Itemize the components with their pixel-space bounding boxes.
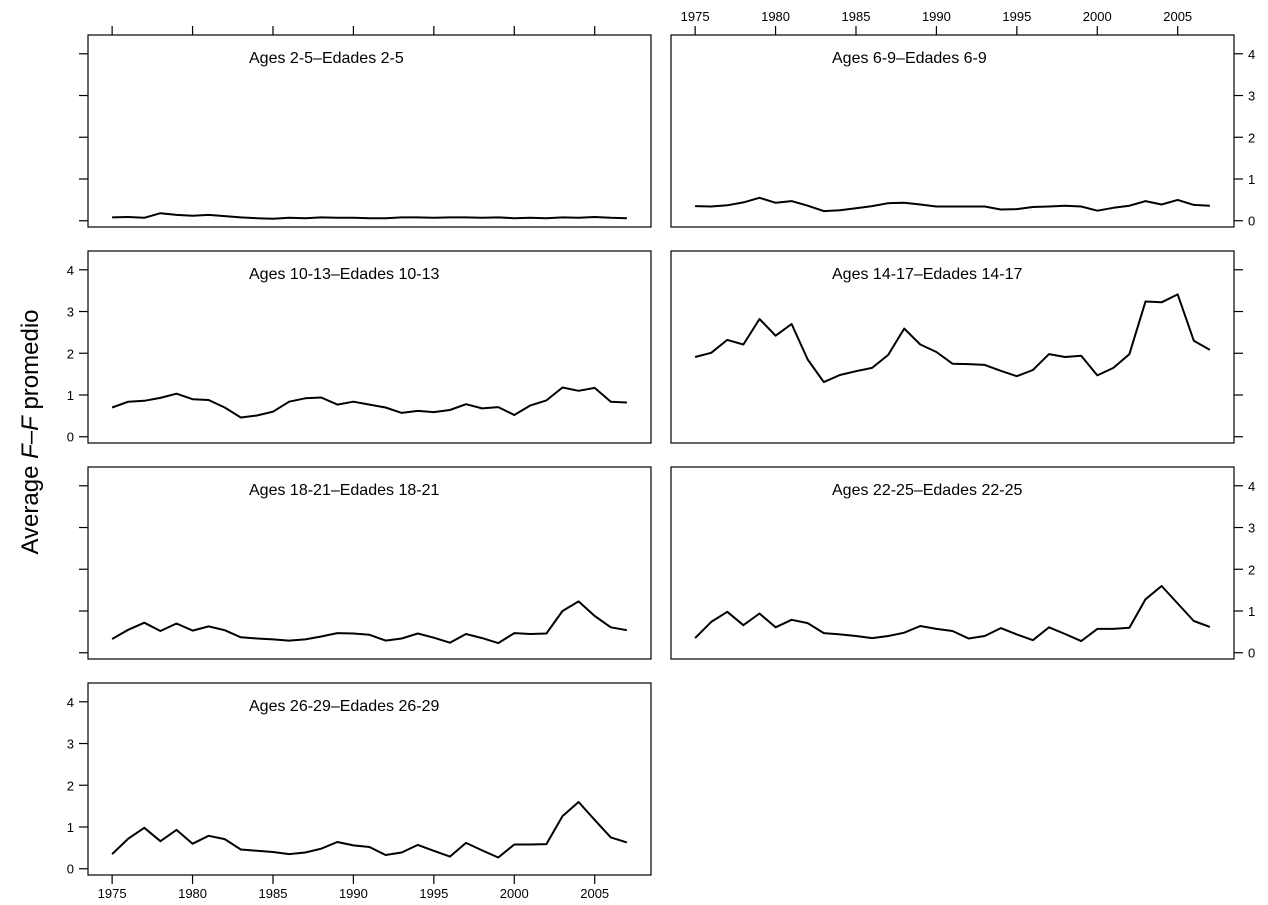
x-tick-label: 1995 — [1002, 9, 1031, 24]
panel-frame — [87, 250, 652, 444]
series-line — [112, 212, 627, 220]
y-tick-label: 1 — [67, 820, 74, 835]
x-tick-label: 2005 — [580, 886, 609, 901]
y-axis-label: Average F–F promedio — [17, 309, 44, 554]
x-tick-label: 2000 — [1083, 9, 1112, 24]
y-tick-label: 4 — [1248, 479, 1255, 494]
y-tick-label: 0 — [1248, 646, 1255, 661]
x-tick-label: 1980 — [178, 886, 207, 901]
y-axis-label-part: Average — [17, 459, 44, 555]
y-tick-label: 2 — [67, 346, 74, 361]
panel-title: Ages 26-29–Edades 26-29 — [249, 698, 439, 715]
x-tick-label: 2005 — [1163, 9, 1192, 24]
panel-title: Ages 2-5–Edades 2-5 — [249, 50, 404, 67]
y-tick-label: 1 — [67, 388, 74, 403]
panel-title: Ages 6-9–Edades 6-9 — [832, 50, 987, 67]
y-axis-label-part: F — [17, 415, 44, 431]
x-tick-label: 2000 — [500, 886, 529, 901]
panel: Ages 26-29–Edades 26-29 0 1 2 3 4 1975 1980 1985… — [67, 682, 652, 901]
y-tick-label: 2 — [1248, 130, 1255, 145]
y-axis-label-part: – — [17, 430, 44, 444]
y-tick-label: 1 — [1248, 604, 1255, 619]
panel: Ages 18-21–Edades 18-21 — [79, 466, 652, 660]
y-tick-label: 2 — [67, 778, 74, 793]
y-tick-label: 1 — [1248, 172, 1255, 187]
y-axis-label-part: promedio — [17, 309, 44, 416]
series-line — [111, 801, 628, 859]
panel: Ages 22-25–Edades 22-25 0 1 2 3 4 — [670, 466, 1255, 661]
panels: Ages 2-5–Edades 2-5 Ages 6-9–Edades 6-9 0 1… — [67, 9, 1255, 901]
series-line — [111, 600, 628, 645]
x-tick-label: 1975 — [681, 9, 710, 24]
panel-frame — [87, 34, 652, 228]
y-tick-label: 3 — [1248, 89, 1255, 104]
x-tick-label: 1990 — [922, 9, 951, 24]
y-axis-label-part: F — [17, 443, 44, 459]
panel-frame — [670, 34, 1235, 228]
x-tick-label: 1985 — [842, 9, 871, 24]
y-tick-label: 0 — [67, 862, 74, 877]
series-line — [111, 386, 627, 419]
y-tick-label: 4 — [1248, 47, 1255, 62]
x-tick-label: 1995 — [419, 886, 448, 901]
y-tick-label: 4 — [67, 263, 74, 278]
panel: Ages 14-17–Edades 14-17 — [670, 250, 1243, 444]
y-tick-label: 3 — [1248, 521, 1255, 536]
series-line — [695, 196, 1210, 213]
x-tick-label: 1990 — [339, 886, 368, 901]
y-tick-label: 3 — [67, 305, 74, 320]
panel-title: Ages 14-17–Edades 14-17 — [832, 266, 1022, 283]
x-tick-label: 1985 — [259, 886, 288, 901]
panel-frame — [670, 466, 1235, 660]
panel-title: Ages 22-25–Edades 22-25 — [832, 482, 1022, 499]
y-tick-label: 4 — [67, 695, 74, 710]
y-tick-label: 3 — [67, 737, 74, 752]
panel: Ages 2-5–Edades 2-5 — [79, 26, 652, 228]
panel-title: Ages 10-13–Edades 10-13 — [249, 266, 439, 283]
panel-frame — [87, 682, 652, 876]
panel-frame — [87, 466, 652, 660]
panel: Ages 10-13–Edades 10-13 0 1 2 3 4 — [67, 250, 652, 445]
panel-frame — [670, 250, 1235, 444]
series-line — [694, 585, 1211, 643]
panel: Ages 6-9–Edades 6-9 0 1 2 3 4 1975 1980 1985 1990… — [670, 9, 1255, 229]
x-tick-label: 1975 — [98, 886, 127, 901]
y-tick-label: 2 — [1248, 562, 1255, 577]
panel-title: Ages 18-21–Edades 18-21 — [249, 482, 439, 499]
y-tick-label: 0 — [67, 430, 74, 445]
series-line — [694, 293, 1211, 384]
y-tick-label: 0 — [1248, 214, 1255, 229]
x-tick-label: 1980 — [761, 9, 790, 24]
